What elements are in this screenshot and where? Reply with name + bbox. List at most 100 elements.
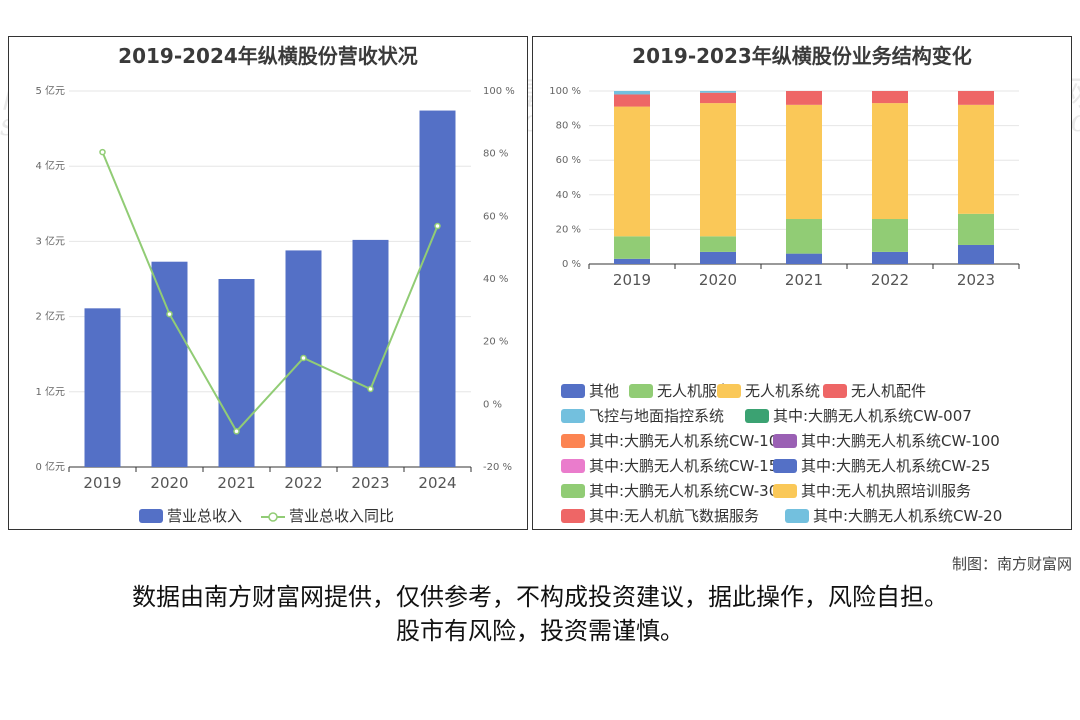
stacked-bar-segment — [700, 251, 736, 264]
legend-label: 其中:大鹏无人机系统CW-15 — [589, 457, 778, 475]
y-tick-label: 0 亿元 — [35, 460, 65, 473]
legend-swatch — [773, 484, 797, 498]
yoy-growth-point — [434, 222, 441, 230]
y2-tick-label: 80 % — [483, 149, 508, 160]
stacked-bar-segment — [614, 91, 650, 95]
legend-swatch-revenue — [139, 509, 163, 523]
y-tick-label: 2 亿元 — [35, 310, 65, 323]
legend-swatch — [561, 459, 585, 473]
stacked-bar-segment — [786, 253, 822, 264]
legend-label: 其中:大鹏无人机系统CW-10 — [589, 432, 778, 450]
legend-swatch — [717, 384, 741, 398]
x-tick-label: 2024 — [418, 474, 456, 492]
x-tick-label: 2021 — [785, 271, 823, 289]
legend-label-revenue: 营业总收入 — [167, 507, 242, 525]
revenue-chart-title: 2019-2024年纵横股份营收状况 — [118, 44, 418, 68]
legend-swatch — [561, 509, 585, 523]
legend-swatch — [823, 384, 847, 398]
y2-tick-label: 20 % — [483, 337, 508, 348]
revenue-bar — [352, 239, 389, 467]
revenue-bar — [84, 308, 121, 467]
yoy-growth-line — [101, 151, 439, 433]
legend-swatch — [629, 384, 653, 398]
x-tick-label: 2019 — [83, 474, 121, 492]
revenue-bar — [419, 110, 456, 467]
chart-credit: 制图：南方财富网 — [951, 555, 1072, 573]
legend-label: 无人机服务 — [657, 382, 732, 400]
y2-tick-label: 60 % — [483, 211, 508, 222]
stacked-bar-segment — [700, 236, 736, 252]
stacked-bar-segment — [872, 103, 908, 220]
legend-swatch — [773, 459, 797, 473]
stacked-bar-segment — [786, 219, 822, 254]
x-tick-label: 2019 — [613, 271, 651, 289]
yoy-growth-point — [99, 148, 106, 156]
legend-label: 其他 — [589, 382, 619, 400]
y2-tick-label: -20 % — [483, 462, 512, 473]
legend-swatch — [745, 409, 769, 423]
x-tick-label: 2022 — [871, 271, 909, 289]
stacked-bar-segment — [786, 91, 822, 105]
business-structure-chart-title: 2019-2023年纵横股份业务结构变化 — [632, 44, 972, 68]
stacked-bar-segment — [872, 219, 908, 252]
y-tick-label: 60 % — [556, 155, 581, 166]
revenue-chart: 0 亿元 1 亿元 2 亿元 3 亿元 4 亿元 5 亿元 -20 % 0 % 20 % 40 %… — [35, 84, 515, 525]
stacked-bar-segment — [958, 244, 994, 264]
legend-label: 其中:无人机航飞数据服务 — [589, 507, 759, 525]
legend-label: 其中:大鹏无人机系统CW-30 — [589, 482, 778, 500]
yoy-growth-point — [300, 354, 307, 362]
stacked-bar-segment — [614, 258, 650, 264]
stacked-bar-segment — [958, 91, 994, 105]
y-tick-label: 100 % — [549, 86, 581, 97]
stacked-bar-segment — [700, 91, 736, 93]
legend-label: 其中:大鹏无人机系统CW-007 — [773, 407, 972, 425]
y-tick-label: 1 亿元 — [35, 385, 65, 398]
legend-swatch — [561, 409, 585, 423]
x-tick-label: 2020 — [699, 271, 737, 289]
x-tick-label: 2022 — [284, 474, 322, 492]
legend-swatch — [773, 434, 797, 448]
legend-label-yoy: 营业总收入同比 — [289, 507, 394, 525]
stacked-bar-segment — [958, 213, 994, 245]
yoy-growth-point — [166, 310, 173, 318]
y-tick-label: 0 % — [562, 259, 581, 270]
stacked-bar-segment — [614, 236, 650, 259]
stacked-bar-segment — [700, 103, 736, 237]
y-tick-label: 3 亿元 — [35, 234, 65, 247]
x-tick-label: 2023 — [957, 271, 995, 289]
disclaimer-line-2: 股市有风险，投资需谨慎。 — [396, 617, 684, 645]
legend-swatch — [561, 434, 585, 448]
legend-marker-yoy — [268, 512, 278, 522]
revenue-chart-panel: 2019-2024年纵横股份营收状况 0 亿元 1 亿元 2 亿元 3 亿元 4 亿元 5… — [8, 36, 528, 530]
business-structure-chart-panel: 2019-2023年纵横股份业务结构变化 0 % 20 % 40 % 60 % 80 %… — [532, 36, 1072, 530]
legend-label: 其中:无人机执照培训服务 — [801, 482, 971, 500]
stacked-bar-segment — [786, 104, 822, 220]
x-tick-label: 2020 — [150, 474, 188, 492]
legend-label: 飞控与地面指控系统 — [589, 407, 724, 425]
y-tick-label: 40 % — [556, 190, 581, 201]
y-tick-label: 80 % — [556, 121, 581, 132]
revenue-bar — [218, 279, 255, 467]
legend-swatch — [561, 484, 585, 498]
yoy-growth-point — [367, 385, 374, 393]
stacked-bar-segment — [872, 91, 908, 104]
stacked-bar-segment — [614, 94, 650, 107]
y-tick-label: 5 亿元 — [35, 84, 65, 97]
stacked-bar-segment — [614, 106, 650, 237]
revenue-bar — [151, 261, 188, 467]
legend-swatch — [785, 509, 809, 523]
legend-label: 无人机配件 — [851, 382, 926, 400]
stacked-bar-segment — [700, 92, 736, 104]
legend-label: 其中:大鹏无人机系统CW-100 — [801, 432, 1000, 450]
y2-tick-label: 0 % — [483, 399, 502, 410]
legend-label: 其中:大鹏无人机系统CW-25 — [801, 457, 990, 475]
disclaimer-line-1: 数据由南方财富网提供，仅供参考，不构成投资建议，据此操作，风险自担。 — [132, 583, 948, 611]
y2-tick-label: 100 % — [483, 86, 515, 97]
legend-swatch — [561, 384, 585, 398]
y2-tick-label: 40 % — [483, 274, 508, 285]
x-tick-label: 2021 — [217, 474, 255, 492]
yoy-growth-point — [233, 428, 240, 435]
disclaimer: 数据由南方财富网提供，仅供参考，不构成投资建议，据此操作，风险自担。 股市有风险… — [0, 580, 1080, 648]
legend-label: 无人机系统 — [745, 382, 820, 400]
x-tick-label: 2023 — [351, 474, 389, 492]
